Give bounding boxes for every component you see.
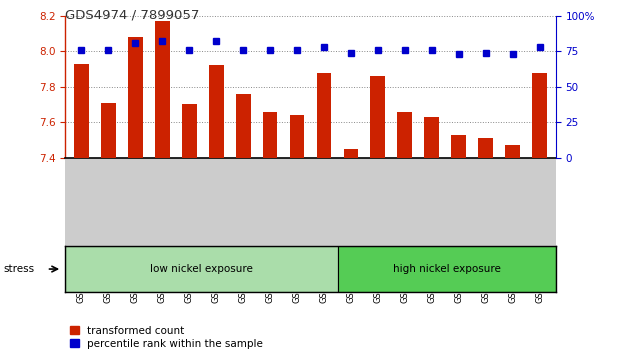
Bar: [397, 112, 412, 158]
Bar: [65, 246, 338, 292]
Bar: [209, 65, 224, 158]
Bar: [155, 21, 170, 158]
Bar: [371, 76, 385, 158]
Bar: [424, 117, 439, 158]
Bar: [317, 73, 332, 158]
Bar: [128, 37, 143, 158]
Bar: [182, 104, 197, 158]
Bar: [263, 112, 278, 158]
Bar: [343, 149, 358, 158]
Bar: [505, 145, 520, 158]
Text: GDS4974 / 7899057: GDS4974 / 7899057: [65, 9, 199, 22]
Bar: [451, 135, 466, 158]
Bar: [236, 94, 250, 158]
Bar: [74, 64, 89, 158]
Text: low nickel exposure: low nickel exposure: [150, 264, 253, 274]
Bar: [338, 246, 556, 292]
Bar: [532, 73, 547, 158]
Bar: [289, 115, 304, 158]
Bar: [101, 103, 116, 158]
Legend: transformed count, percentile rank within the sample: transformed count, percentile rank withi…: [70, 326, 263, 349]
Text: high nickel exposure: high nickel exposure: [393, 264, 501, 274]
Text: stress: stress: [3, 264, 34, 274]
Bar: [478, 138, 493, 158]
